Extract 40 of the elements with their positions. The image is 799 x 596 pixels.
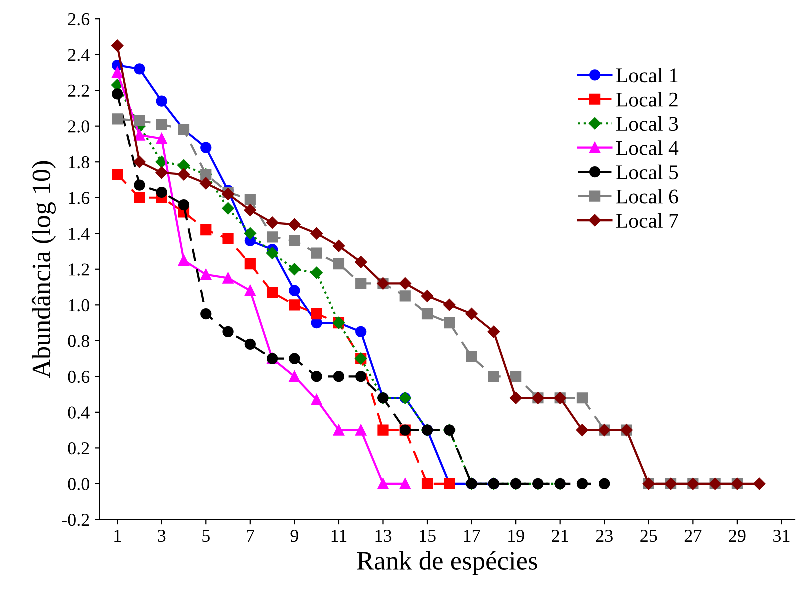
x-tick-label: 31: [774, 530, 790, 542]
y-axis-title: Abundância (log 10): [32, 161, 56, 378]
y-tick-label: 2.2: [68, 84, 90, 98]
y-tick-label: 0.0: [68, 478, 90, 490]
x-tick-label: 9: [290, 530, 298, 542]
x-tick-label: 25: [640, 530, 658, 542]
y-tick-label: 1.4: [69, 228, 90, 240]
legend-label: Local 2: [616, 92, 678, 107]
y-tick-label: 2.0: [68, 120, 90, 133]
x-tick-label: 15: [420, 530, 436, 542]
x-tick-label: 13: [376, 530, 392, 542]
x-tick-label: 5: [202, 530, 210, 542]
x-tick-label: 27: [684, 530, 702, 542]
y-tick-label: 2.6: [68, 13, 90, 26]
legend-label: Local 3: [616, 116, 678, 132]
x-tick-label: 1: [114, 530, 122, 542]
x-tick-label: 3: [158, 530, 166, 542]
y-tick-label: 2.4: [68, 49, 90, 62]
x-tick-label: 7: [247, 530, 254, 542]
y-tick-label: 1.8: [69, 156, 90, 169]
y-tick-label: 0.8: [68, 335, 90, 348]
y-tick-label: 1.6: [69, 192, 90, 204]
x-tick-label: 21: [552, 530, 568, 542]
legend-label: Local 6: [616, 189, 678, 204]
legend-label: Local 1: [616, 68, 678, 83]
x-axis-title: Rank de espécies: [357, 551, 538, 576]
x-tick-label: 23: [596, 530, 613, 542]
y-tick-label: -0.2: [62, 514, 90, 526]
y-tick-label: 1.2: [69, 264, 90, 276]
x-tick-label: 29: [729, 530, 746, 542]
y-tick-label: 0.6: [68, 370, 90, 384]
x-tick-label: 19: [508, 530, 524, 542]
legend-label: Local 5: [616, 164, 678, 180]
legend-label: Local 7: [616, 213, 678, 228]
y-tick-label: 1.0: [69, 299, 90, 312]
x-tick-label: 17: [464, 530, 480, 542]
y-tick-label: 0.2: [68, 442, 90, 455]
legend-label: Local 4: [616, 140, 679, 156]
x-tick-label: 11: [332, 530, 347, 542]
y-tick-label: 0.4: [68, 406, 90, 419]
